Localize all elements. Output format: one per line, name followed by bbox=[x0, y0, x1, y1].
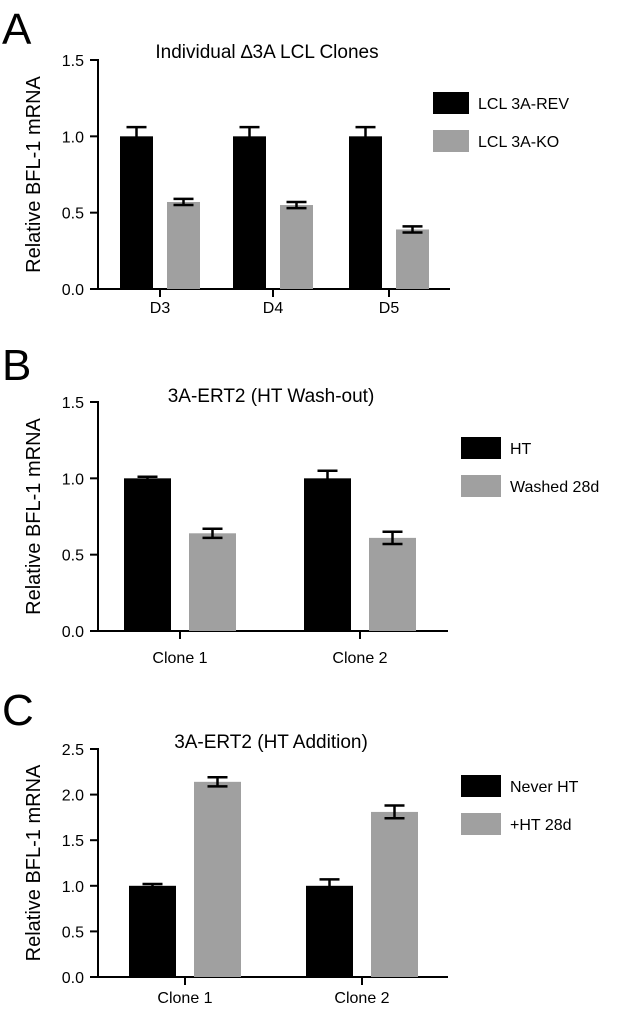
y-tick-label: 1.5 bbox=[62, 833, 84, 850]
legend-swatch bbox=[461, 775, 501, 797]
x-tick-label: Clone 2 bbox=[334, 990, 389, 1007]
bar-series2 bbox=[371, 811, 418, 977]
bar-series1 bbox=[233, 136, 266, 289]
chart-title: 3A-ERT2 (HT Wash-out) bbox=[168, 386, 375, 407]
y-axis-label: Relative BFL-1 mRNA bbox=[23, 764, 45, 961]
legend-swatch bbox=[433, 130, 469, 152]
x-tick-label: D3 bbox=[150, 300, 171, 317]
y-tick-label: 2.0 bbox=[62, 788, 84, 805]
bar-series1 bbox=[306, 885, 353, 977]
legend: Never HT +HT 28d bbox=[461, 775, 579, 835]
y-tick-label: 0.0 bbox=[62, 282, 84, 299]
bar-series2 bbox=[369, 537, 416, 631]
y-tick-label: 0.5 bbox=[62, 924, 84, 941]
chart-title: 3A-ERT2 (HT Addition) bbox=[174, 732, 368, 753]
x-tick-label: Clone 2 bbox=[332, 650, 387, 667]
legend-label: +HT 28d bbox=[510, 817, 572, 834]
legend-label: Never HT bbox=[510, 779, 579, 796]
legend: HT Washed 28d bbox=[461, 437, 599, 497]
y-tick-label: 0.5 bbox=[62, 548, 84, 565]
y-tick-label: 0.0 bbox=[62, 624, 84, 641]
bar-series1 bbox=[124, 478, 171, 631]
y-tick-label: 1.0 bbox=[62, 129, 84, 146]
legend: LCL 3A-REV LCL 3A-KO bbox=[433, 92, 569, 152]
panel-letter: B bbox=[2, 341, 31, 390]
bar-series1 bbox=[349, 136, 382, 289]
panel-letter: A bbox=[2, 5, 32, 54]
legend-swatch bbox=[433, 92, 469, 114]
bar-series2 bbox=[167, 201, 200, 289]
bar-series1 bbox=[304, 478, 351, 631]
x-tick-label: D5 bbox=[379, 300, 400, 317]
legend-label: HT bbox=[510, 441, 532, 458]
bar-series2 bbox=[396, 229, 429, 289]
chart-panel-b: B 3A-ERT2 (HT Wash-out) Relative BFL-1 mRN… bbox=[2, 341, 599, 667]
y-axis-label: Relative BFL-1 mRNA bbox=[23, 75, 45, 272]
x-tick-label: Clone 1 bbox=[152, 650, 207, 667]
y-tick-label: 1.0 bbox=[62, 879, 84, 896]
bar-series1 bbox=[129, 885, 176, 977]
legend-swatch bbox=[461, 475, 501, 497]
y-tick-label: 0.0 bbox=[62, 970, 84, 987]
y-axis-label: Relative BFL-1 mRNA bbox=[23, 417, 45, 614]
y-tick-label: 1.5 bbox=[62, 53, 84, 70]
y-tick-label: 2.5 bbox=[62, 742, 84, 759]
y-tick-label: 0.5 bbox=[62, 206, 84, 223]
bar-series1 bbox=[120, 136, 153, 289]
chart-panel-c: C 3A-ERT2 (HT Addition) Relative BFL-1 mRN… bbox=[2, 686, 579, 1007]
legend-swatch bbox=[461, 437, 501, 459]
y-tick-label: 1.0 bbox=[62, 471, 84, 488]
legend-label: Washed 28d bbox=[510, 479, 599, 496]
chart-title: Individual ∆3A LCL Clones bbox=[155, 42, 378, 63]
bar-series2 bbox=[280, 205, 313, 289]
x-tick-label: Clone 1 bbox=[157, 990, 212, 1007]
legend-label: LCL 3A-KO bbox=[478, 134, 559, 151]
x-tick-label: D4 bbox=[263, 300, 284, 317]
legend-label: LCL 3A-REV bbox=[478, 96, 569, 113]
bar-series2 bbox=[194, 781, 241, 977]
panel-letter: C bbox=[2, 686, 34, 735]
legend-swatch bbox=[461, 813, 501, 835]
chart-panel-a: A Individual ∆3A LCL Clones Relative BFL-1… bbox=[2, 5, 569, 317]
y-tick-label: 1.5 bbox=[62, 395, 84, 412]
bar-series2 bbox=[189, 533, 236, 631]
